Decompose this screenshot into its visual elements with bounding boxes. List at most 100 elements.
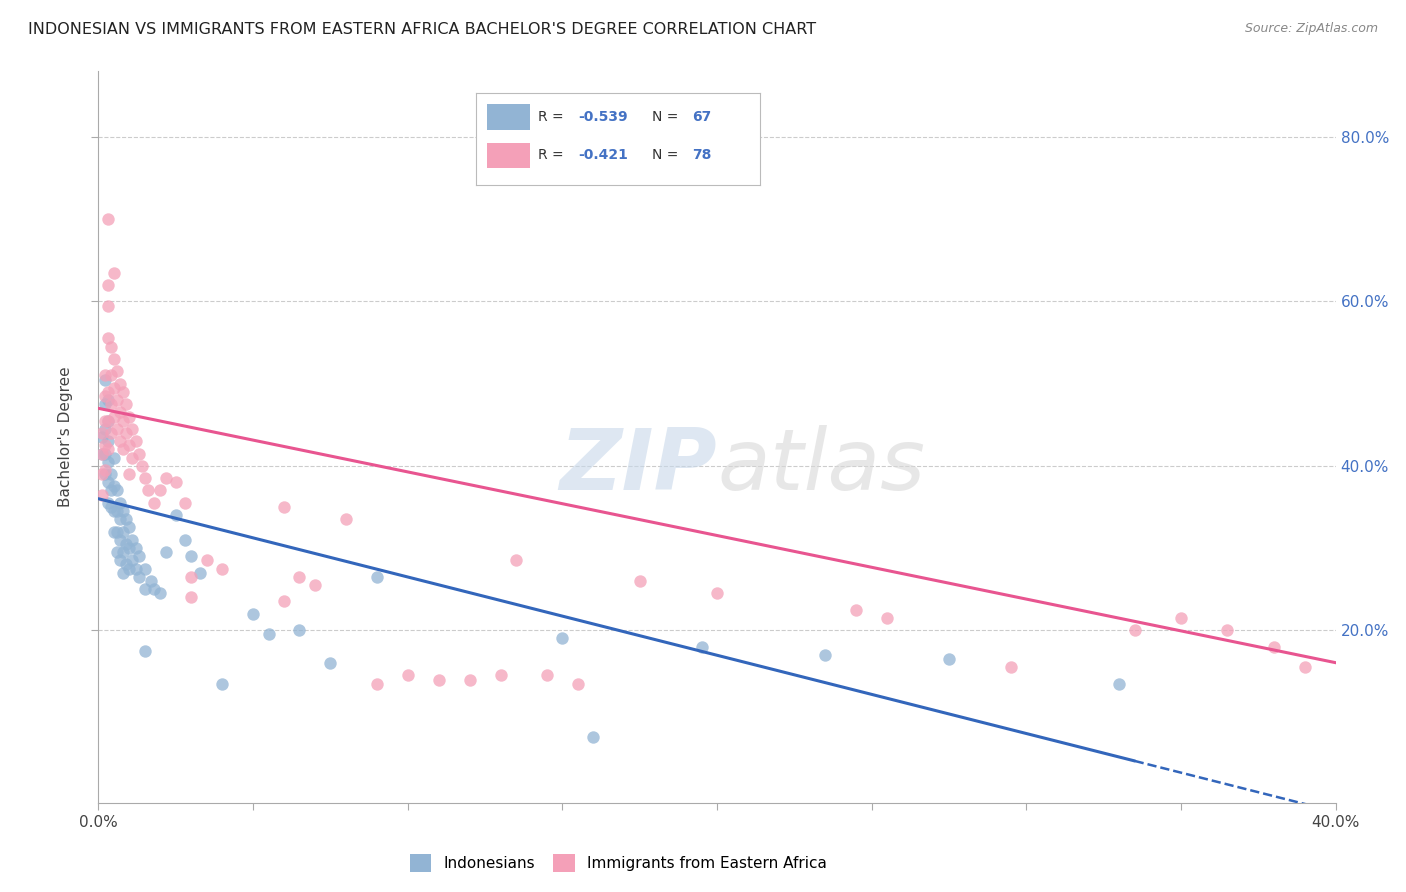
Point: [108, 434, 131, 449]
Point: [97, 434, 120, 449]
Point: [93, 438, 115, 452]
Point: [489, 668, 512, 682]
Point: [155, 545, 177, 559]
Point: [242, 607, 264, 621]
Point: [100, 467, 122, 481]
Point: [143, 496, 166, 510]
Y-axis label: Bachelor's Degree: Bachelor's Degree: [58, 367, 73, 508]
Point: [112, 414, 135, 428]
Point: [128, 446, 150, 460]
Point: [97, 496, 120, 510]
Point: [174, 496, 197, 510]
Point: [121, 553, 143, 567]
Point: [108, 376, 131, 391]
Point: [211, 676, 233, 690]
Point: [97, 212, 120, 227]
Point: [115, 558, 138, 572]
Point: [165, 508, 187, 523]
Point: [93, 389, 115, 403]
Point: [118, 561, 141, 575]
Point: [93, 467, 115, 481]
Point: [100, 483, 122, 498]
Point: [97, 442, 120, 457]
Point: [100, 397, 122, 411]
Point: [118, 520, 141, 534]
Point: [90, 487, 112, 501]
Point: [97, 475, 120, 490]
Point: [103, 351, 125, 366]
Point: [180, 591, 202, 605]
Point: [319, 656, 342, 670]
Point: [149, 586, 172, 600]
Point: [134, 644, 156, 658]
Point: [551, 632, 574, 646]
Point: [396, 668, 419, 682]
Point: [288, 570, 311, 584]
Point: [180, 570, 202, 584]
Legend: Indonesians, Immigrants from Eastern Africa: Indonesians, Immigrants from Eastern Afr…: [402, 847, 834, 880]
Point: [706, 586, 728, 600]
Point: [845, 602, 868, 616]
Point: [105, 545, 128, 559]
Point: [93, 446, 115, 460]
Point: [100, 340, 122, 354]
Point: [90, 425, 112, 440]
Point: [105, 483, 128, 498]
Point: [108, 512, 131, 526]
Point: [105, 504, 128, 518]
Point: [105, 524, 128, 539]
Point: [121, 422, 143, 436]
Point: [1108, 676, 1130, 690]
Point: [118, 409, 141, 424]
Point: [124, 561, 146, 575]
Point: [124, 434, 146, 449]
Point: [814, 648, 837, 662]
Point: [121, 450, 143, 465]
Point: [134, 582, 156, 596]
Point: [103, 504, 125, 518]
Point: [366, 570, 388, 584]
Point: [582, 730, 605, 744]
Point: [273, 594, 295, 608]
Point: [103, 524, 125, 539]
Point: [100, 368, 122, 383]
Point: [90, 430, 112, 444]
Text: ZIP: ZIP: [560, 425, 717, 508]
Point: [103, 266, 125, 280]
Point: [366, 676, 388, 690]
Point: [335, 512, 357, 526]
Point: [115, 425, 138, 440]
Point: [108, 405, 131, 419]
Point: [100, 425, 122, 440]
Point: [112, 524, 135, 539]
Point: [195, 553, 218, 567]
Point: [567, 676, 589, 690]
Point: [690, 640, 713, 654]
Point: [103, 409, 125, 424]
Point: [128, 570, 150, 584]
Point: [118, 438, 141, 452]
Point: [1216, 624, 1239, 638]
Point: [128, 549, 150, 564]
Point: [100, 500, 122, 514]
Point: [112, 566, 135, 580]
Point: [90, 467, 112, 481]
Point: [115, 537, 138, 551]
Point: [211, 561, 233, 575]
Point: [90, 446, 112, 460]
Point: [1294, 660, 1316, 674]
Point: [180, 549, 202, 564]
Point: [97, 414, 120, 428]
Text: INDONESIAN VS IMMIGRANTS FROM EASTERN AFRICA BACHELOR'S DEGREE CORRELATION CHART: INDONESIAN VS IMMIGRANTS FROM EASTERN AF…: [28, 22, 817, 37]
Point: [93, 414, 115, 428]
Point: [505, 553, 527, 567]
Point: [458, 673, 481, 687]
Point: [131, 458, 153, 473]
Point: [97, 384, 120, 399]
Point: [112, 504, 135, 518]
Point: [257, 627, 280, 641]
Text: atlas: atlas: [717, 425, 925, 508]
Point: [273, 500, 295, 514]
Point: [134, 561, 156, 575]
Point: [1000, 660, 1022, 674]
